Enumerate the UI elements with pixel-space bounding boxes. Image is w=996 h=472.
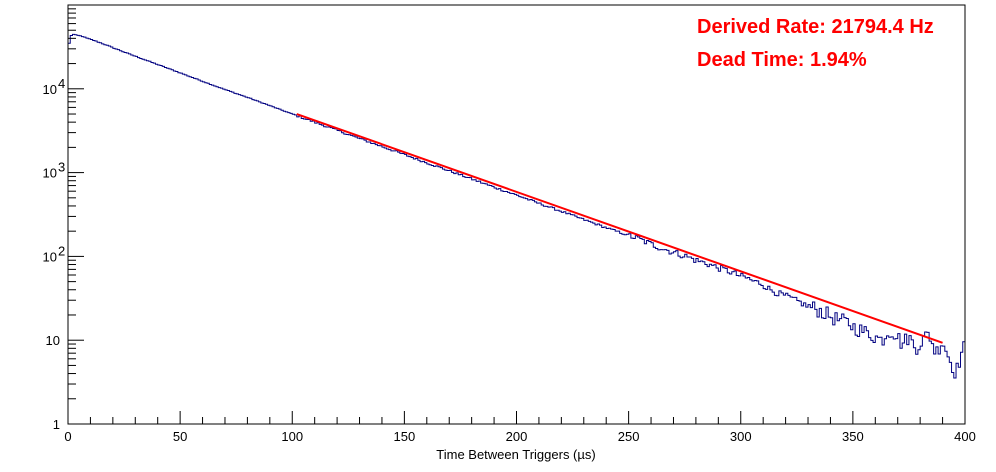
x-tick-label: 400: [954, 429, 976, 444]
y-tick-label: 10: [43, 249, 57, 264]
x-tick-label: 200: [506, 429, 528, 444]
y-tick-label: 10: [43, 166, 57, 181]
x-axis-title: Time Between Triggers (µs): [436, 447, 595, 462]
x-tick-label: 350: [842, 429, 864, 444]
y-tick-label: 10: [43, 82, 57, 97]
x-tick-label: 100: [281, 429, 303, 444]
y-tick-exponent: 4: [58, 76, 65, 91]
x-tick-label: 150: [394, 429, 416, 444]
x-tick-label: 300: [730, 429, 752, 444]
x-tick-labels: 0 50 100 150 200 250 300 350 400: [64, 429, 975, 444]
y-tick-label: 10: [46, 333, 60, 348]
y-tick-exponent: 2: [58, 243, 65, 258]
annotation-derived-rate: Derived Rate: 21794.4 Hz: [697, 16, 934, 38]
fit-line: [296, 113, 943, 344]
y-tick-label: 1: [53, 417, 60, 432]
axis-ticks: [67, 8, 966, 425]
y-tick-exponent: 3: [58, 160, 65, 175]
annotation-dead-time: Dead Time: 1.94%: [697, 49, 867, 71]
x-tick-label: 250: [618, 429, 640, 444]
plot-lines: [67, 33, 965, 424]
histogram-series: [67, 33, 965, 424]
x-tick-label: 50: [173, 429, 187, 444]
x-tick-label: 0: [64, 429, 71, 444]
